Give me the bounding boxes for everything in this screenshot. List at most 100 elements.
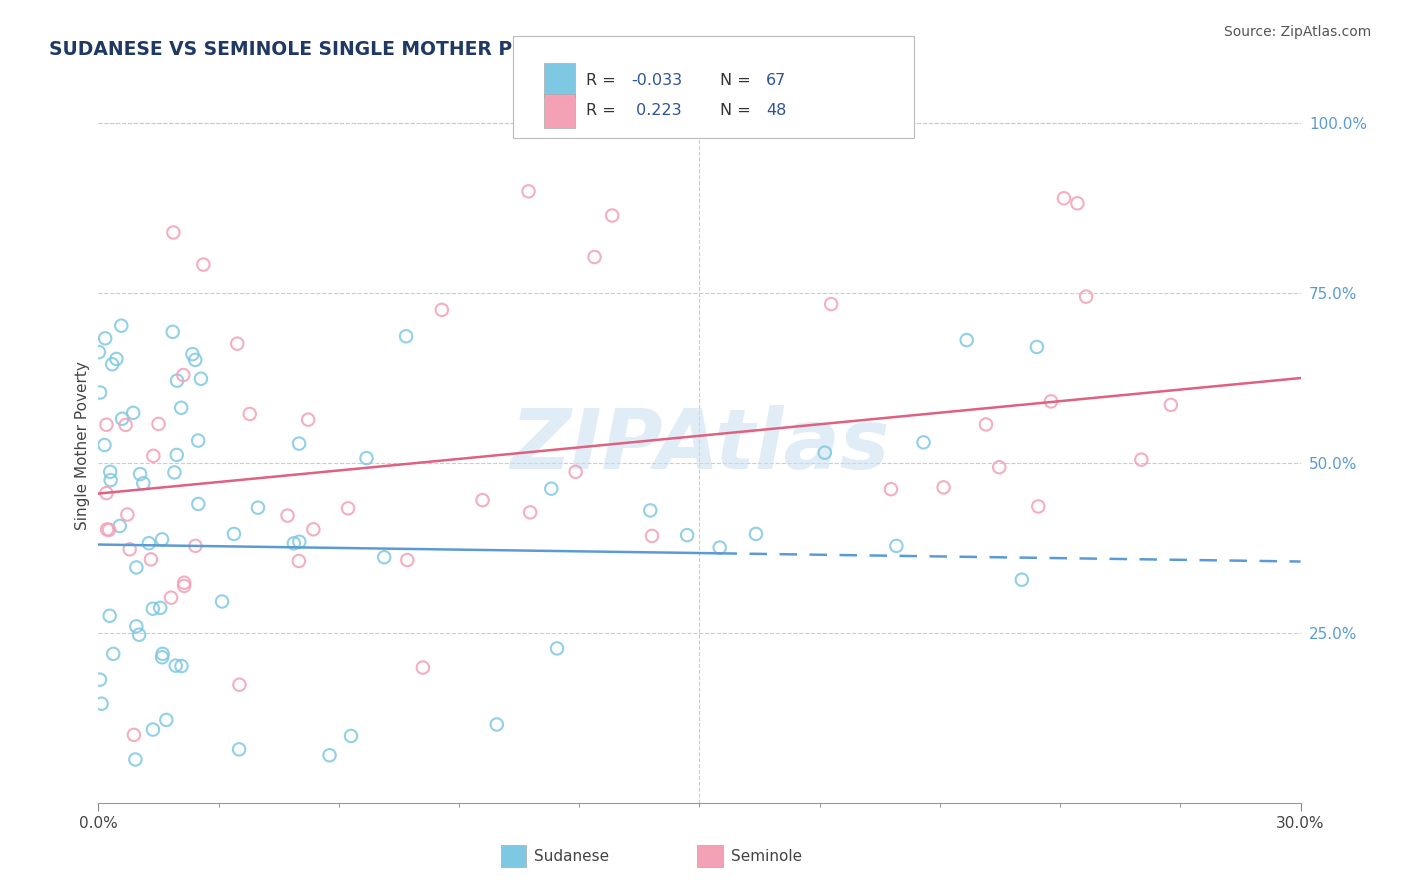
Text: Sudanese: Sudanese xyxy=(534,849,609,863)
Point xyxy=(226,336,249,351)
Point xyxy=(125,560,148,574)
Text: SUDANESE VS SEMINOLE SINGLE MOTHER POVERTY CORRELATION CHART: SUDANESE VS SEMINOLE SINGLE MOTHER POVER… xyxy=(49,40,827,59)
Point xyxy=(149,600,172,615)
Point xyxy=(1130,452,1153,467)
Point xyxy=(184,539,207,553)
Point xyxy=(152,647,174,661)
Point xyxy=(128,628,150,642)
Point xyxy=(122,728,145,742)
Point xyxy=(111,411,134,425)
Point xyxy=(318,748,340,763)
Point xyxy=(974,417,997,432)
Point xyxy=(283,536,305,550)
Point xyxy=(96,417,118,432)
Point xyxy=(583,250,606,264)
Point xyxy=(745,527,768,541)
Point xyxy=(193,258,215,272)
Point xyxy=(564,465,586,479)
Point xyxy=(956,333,979,347)
Text: R =: R = xyxy=(586,103,621,119)
Point xyxy=(1011,573,1033,587)
Text: 67: 67 xyxy=(766,72,786,87)
Point xyxy=(103,647,125,661)
Point xyxy=(1160,398,1182,412)
Point xyxy=(546,641,568,656)
Point xyxy=(430,302,453,317)
Point xyxy=(814,445,837,459)
Point xyxy=(880,482,903,496)
Point xyxy=(988,460,1011,475)
Point xyxy=(1053,191,1076,205)
Point xyxy=(709,541,731,555)
Point xyxy=(170,659,193,673)
Point xyxy=(1025,340,1047,354)
Text: R =: R = xyxy=(586,72,621,87)
Point xyxy=(886,539,908,553)
Point xyxy=(89,673,111,687)
Point xyxy=(101,357,124,371)
Point xyxy=(228,742,250,756)
Point xyxy=(373,550,395,565)
Point xyxy=(187,497,209,511)
Point xyxy=(142,601,165,615)
Point xyxy=(181,347,204,361)
Point xyxy=(114,417,136,432)
Point xyxy=(163,466,186,480)
Point xyxy=(155,713,177,727)
Point xyxy=(337,501,360,516)
Point xyxy=(173,575,195,590)
Point xyxy=(124,752,146,766)
Point xyxy=(118,542,141,557)
Point xyxy=(297,412,319,426)
Point xyxy=(517,185,540,199)
Point xyxy=(519,505,541,519)
Point xyxy=(89,385,111,400)
Point xyxy=(485,717,508,731)
Point xyxy=(87,345,110,359)
Point xyxy=(170,401,193,415)
Point xyxy=(540,482,562,496)
Point xyxy=(108,519,131,533)
Point xyxy=(288,554,311,568)
Point xyxy=(676,528,699,542)
Point xyxy=(129,467,152,481)
Point xyxy=(288,436,311,450)
Point xyxy=(471,493,494,508)
Text: Seminole: Seminole xyxy=(731,849,803,863)
Point xyxy=(93,438,115,452)
Point xyxy=(117,508,139,522)
Point xyxy=(1066,196,1088,211)
Point xyxy=(190,372,212,386)
Point xyxy=(600,209,623,223)
Text: 0.223: 0.223 xyxy=(631,103,682,119)
Point xyxy=(211,594,233,608)
Point xyxy=(395,329,418,343)
Point xyxy=(150,650,173,665)
Point xyxy=(396,553,419,567)
Point xyxy=(932,480,955,494)
Point xyxy=(98,608,121,623)
Point xyxy=(277,508,299,523)
Text: Source: ZipAtlas.com: Source: ZipAtlas.com xyxy=(1223,25,1371,39)
Point xyxy=(1074,290,1097,304)
Point xyxy=(912,435,935,450)
Point xyxy=(139,552,162,566)
Point xyxy=(122,406,145,420)
Point xyxy=(160,591,183,605)
Point xyxy=(228,678,250,692)
Point xyxy=(356,451,378,466)
Point xyxy=(173,579,195,593)
Point xyxy=(222,527,245,541)
Text: N =: N = xyxy=(720,72,756,87)
Point xyxy=(166,448,188,462)
Text: ZIPAtlas: ZIPAtlas xyxy=(510,406,889,486)
Point xyxy=(162,226,184,240)
Point xyxy=(239,407,262,421)
Point xyxy=(142,449,165,463)
Point xyxy=(148,417,170,431)
Text: -0.033: -0.033 xyxy=(631,72,682,87)
Point xyxy=(105,351,128,366)
Text: 48: 48 xyxy=(766,103,786,119)
Point xyxy=(162,325,184,339)
Point xyxy=(340,729,363,743)
